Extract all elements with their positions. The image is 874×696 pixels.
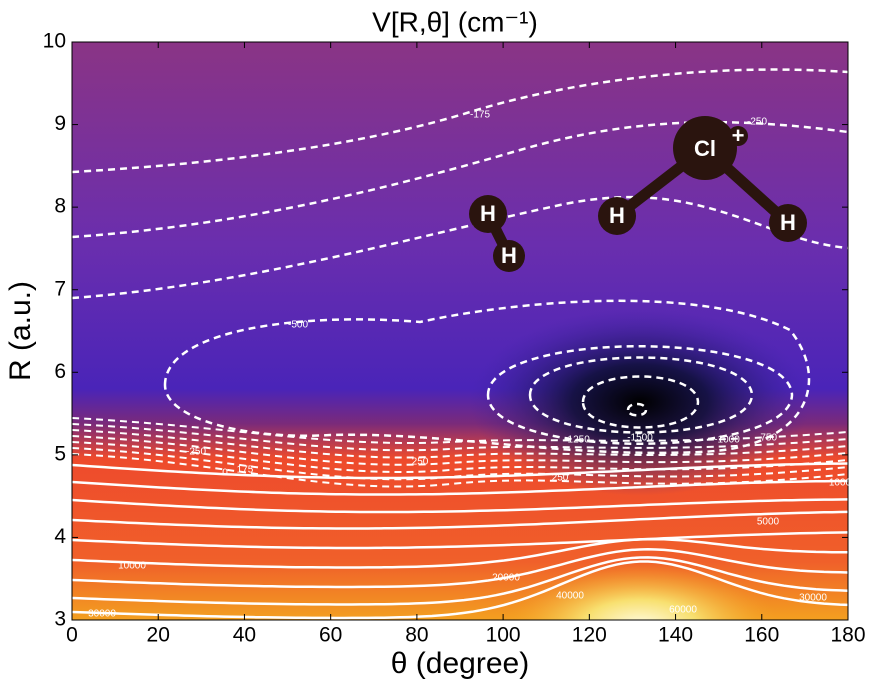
contour-line (72, 120, 848, 239)
contour-line (72, 531, 848, 550)
contour-label: 250 (552, 473, 569, 484)
contour-label: -750 (757, 433, 777, 444)
contour-line (72, 447, 848, 481)
x-tick-label: 100 (486, 624, 521, 647)
contour-line (72, 560, 848, 620)
x-tick-label: 60 (319, 624, 342, 647)
contour-label: 10000 (118, 561, 146, 572)
contour-line (581, 375, 700, 429)
contour-label: -175 (470, 110, 490, 121)
chart-title: V[R,θ] (cm⁻¹) (372, 6, 538, 37)
y-axis-label: R (a.u.) (4, 281, 37, 381)
contour-label: -1500 (627, 433, 653, 444)
y-tick-label: 5 (54, 442, 66, 465)
atom-label: H (501, 243, 517, 268)
contour-line (72, 548, 848, 589)
contour-line (528, 356, 754, 434)
contour-line (72, 510, 848, 530)
contour-line (72, 462, 848, 480)
x-tick-label: 140 (658, 624, 693, 647)
contour-label: -500 (288, 320, 308, 331)
contour-line (72, 423, 848, 452)
atom-label: H (780, 210, 796, 235)
atom-label: H (609, 203, 625, 228)
contour-label: 1000 (829, 478, 852, 489)
x-tick-label: 0 (66, 624, 78, 647)
y-tick-label: 8 (54, 195, 66, 218)
contour-line (72, 498, 848, 514)
contour-line (72, 537, 848, 569)
y-tick-label: 9 (54, 112, 66, 135)
y-tick-label: 4 (54, 525, 66, 548)
contour-label: -250 (186, 447, 206, 458)
contour-label: 175 (237, 465, 254, 476)
contour-line (72, 556, 848, 606)
contour-label: 40000 (556, 591, 584, 602)
x-tick-label: 160 (744, 624, 779, 647)
molecules: H H H Cl H + (469, 116, 807, 272)
x-tick-label: 80 (405, 624, 428, 647)
x-axis-label: θ (degree) (391, 647, 529, 680)
contour-label: -1000 (714, 435, 740, 446)
x-tick-label: 180 (830, 624, 865, 647)
contour-line (72, 479, 848, 496)
x-tick-label: 20 (147, 624, 170, 647)
x-tick-label: 120 (572, 624, 607, 647)
contour-label: 250 (412, 457, 429, 468)
atom-label: Cl (694, 136, 716, 161)
atom-label: H (480, 201, 496, 226)
contour-line (72, 435, 848, 466)
contour-label: 60000 (669, 605, 697, 616)
contour-line (72, 195, 848, 300)
contours (72, 68, 848, 620)
y-tick-label: 10 (43, 30, 66, 53)
contour-label: 20000 (492, 573, 520, 584)
contour-line (626, 402, 648, 417)
contour-line (163, 299, 811, 455)
contour-label: 30000 (88, 609, 116, 620)
x-tick-label: 40 (233, 624, 256, 647)
plot-frame (71, 41, 849, 621)
contour-line (72, 429, 848, 459)
charge-label: + (732, 123, 745, 148)
contour-line (72, 453, 848, 488)
y-tick-label: 7 (54, 277, 66, 300)
y-tick-label: 6 (54, 360, 66, 383)
contour-label: -1250 (564, 435, 590, 446)
contour-label: 30000 (799, 593, 827, 604)
contour-line (486, 345, 794, 445)
contour-line (72, 441, 848, 474)
contour-line (72, 417, 848, 445)
y-tick-label: 3 (54, 608, 66, 631)
contour-label: -250 (747, 117, 767, 128)
contour-label: 5000 (757, 517, 780, 528)
contour-label: 0 (222, 468, 228, 479)
